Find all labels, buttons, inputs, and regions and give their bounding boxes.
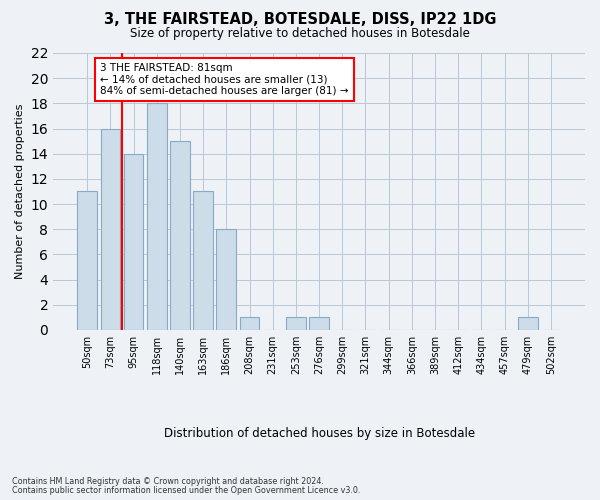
Text: Contains HM Land Registry data © Crown copyright and database right 2024.: Contains HM Land Registry data © Crown c… [12,477,324,486]
Bar [309,318,329,330]
Bar [124,154,143,330]
Bar [193,192,213,330]
Bar [239,318,259,330]
Bar [77,192,97,330]
Text: Contains public sector information licensed under the Open Government Licence v3: Contains public sector information licen… [12,486,361,495]
Y-axis label: Number of detached properties: Number of detached properties [15,104,25,279]
Text: Size of property relative to detached houses in Botesdale: Size of property relative to detached ho… [130,28,470,40]
Bar [170,141,190,330]
Bar [286,318,306,330]
Bar [217,230,236,330]
Bar [518,318,538,330]
Text: 3, THE FAIRSTEAD, BOTESDALE, DISS, IP22 1DG: 3, THE FAIRSTEAD, BOTESDALE, DISS, IP22 … [104,12,496,28]
X-axis label: Distribution of detached houses by size in Botesdale: Distribution of detached houses by size … [164,427,475,440]
Bar [147,104,167,330]
Bar [101,128,120,330]
Text: 3 THE FAIRSTEAD: 81sqm
← 14% of detached houses are smaller (13)
84% of semi-det: 3 THE FAIRSTEAD: 81sqm ← 14% of detached… [100,63,349,96]
